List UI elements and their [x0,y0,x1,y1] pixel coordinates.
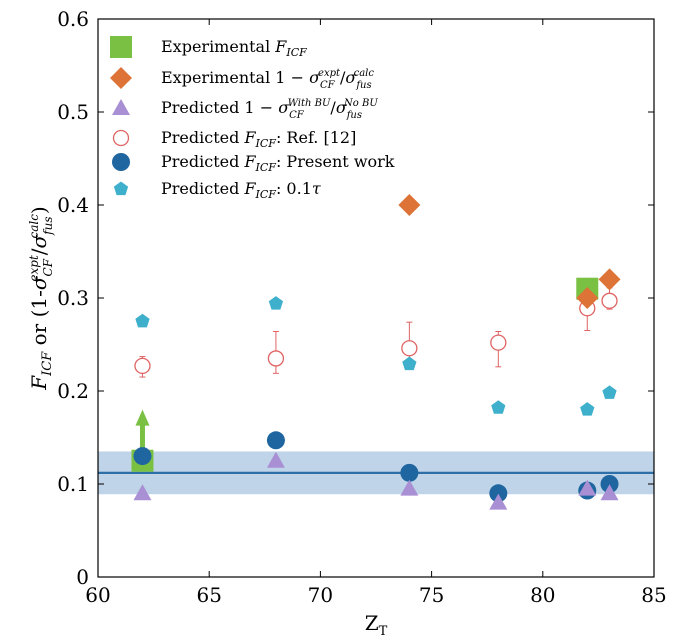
limit-arrow-head [135,409,150,426]
pred_present-point-0 [133,447,152,466]
pred_present-point-5 [600,475,619,493]
pred_sigma-point-4 [578,479,597,496]
exp_sigma-point-1 [576,287,599,309]
pred_sigma-point-0 [133,484,152,501]
legend-label-exp_ficf: Experimental FICF [161,37,307,59]
legend-marker-pred_tau [113,181,129,196]
y-tick-label-4: 0.4 [57,193,89,217]
legend-label-exp_sigma: Experimental 1 − σCFexpt/σfuscalc [161,68,374,91]
legend-label-pred_present: Predicted FICF: Present work [161,152,395,174]
y-tick-label-1: 0.1 [57,472,89,496]
pred_tau-point-3 [491,400,506,414]
y-tick-label-2: 0.2 [57,379,89,403]
pred_ref-point-5 [601,292,618,309]
pred_present-point-3 [489,484,508,503]
legend-marker-exp_ficf [110,36,132,58]
legend: Experimental FICF Experimental 1 − σCFexp… [110,36,395,201]
x-tick-label-0: 60 [85,583,110,607]
x-tick-label-4: 80 [530,583,555,607]
legend-marker-pred_sigma [112,99,130,115]
x-tick-label-1: 65 [196,583,221,607]
plot-area [98,194,654,510]
pred_tau-point-5 [602,385,617,399]
legend-label-pred_sigma: Predicted 1 − σCFWith BU/σfusNo BU [161,98,378,121]
pred_ref-point-3 [490,334,507,351]
y-axis-title: FICF or (1-σCFexpt/σfuscalc) [27,206,55,391]
pred_tau-point-2 [402,356,417,371]
legend-label-pred_ref: Predicted FICF: Ref. [12] [161,128,356,150]
pred_tau-point-1 [268,296,284,310]
legend-marker-exp_sigma [110,67,132,89]
pred_present-point-1 [266,431,285,450]
pred_tau-point-4 [580,402,595,416]
pred_tau-point-0 [135,313,150,328]
pred_ref-point-1 [267,350,285,367]
legend-marker-pred_present [112,153,130,171]
pred_sigma-point-1 [266,451,285,468]
x-tick-label-3: 75 [419,583,444,607]
exp_sigma-point-2 [598,268,621,291]
pred_sigma-point-3 [489,493,508,510]
y-tick-label-3: 0.3 [57,286,89,310]
exp_sigma-point-0 [398,194,421,216]
legend-marker-pred_ref [112,129,130,147]
y-tick-label-0: 0 [76,565,89,589]
legend-label-pred_tau: Predicted FICF: 0.1τ [161,179,322,201]
pred_sigma-point-2 [400,479,419,496]
pred_ref-point-0 [134,357,151,375]
x-axis-title: ZT [365,611,388,639]
x-tick-label-5: 85 [641,583,666,607]
axis-ticks: 60 65 70 75 80 85 0 0.1 0.2 0.3 0.4 0.5 0.6 [57,7,667,607]
pred_present-point-2 [400,463,419,482]
y-tick-label-6: 0.6 [57,7,89,31]
x-tick-label-2: 70 [308,583,333,607]
pred_ref-point-2 [401,340,418,357]
y-tick-label-5: 0.5 [57,100,89,124]
pred_sigma-point-5 [600,484,619,501]
